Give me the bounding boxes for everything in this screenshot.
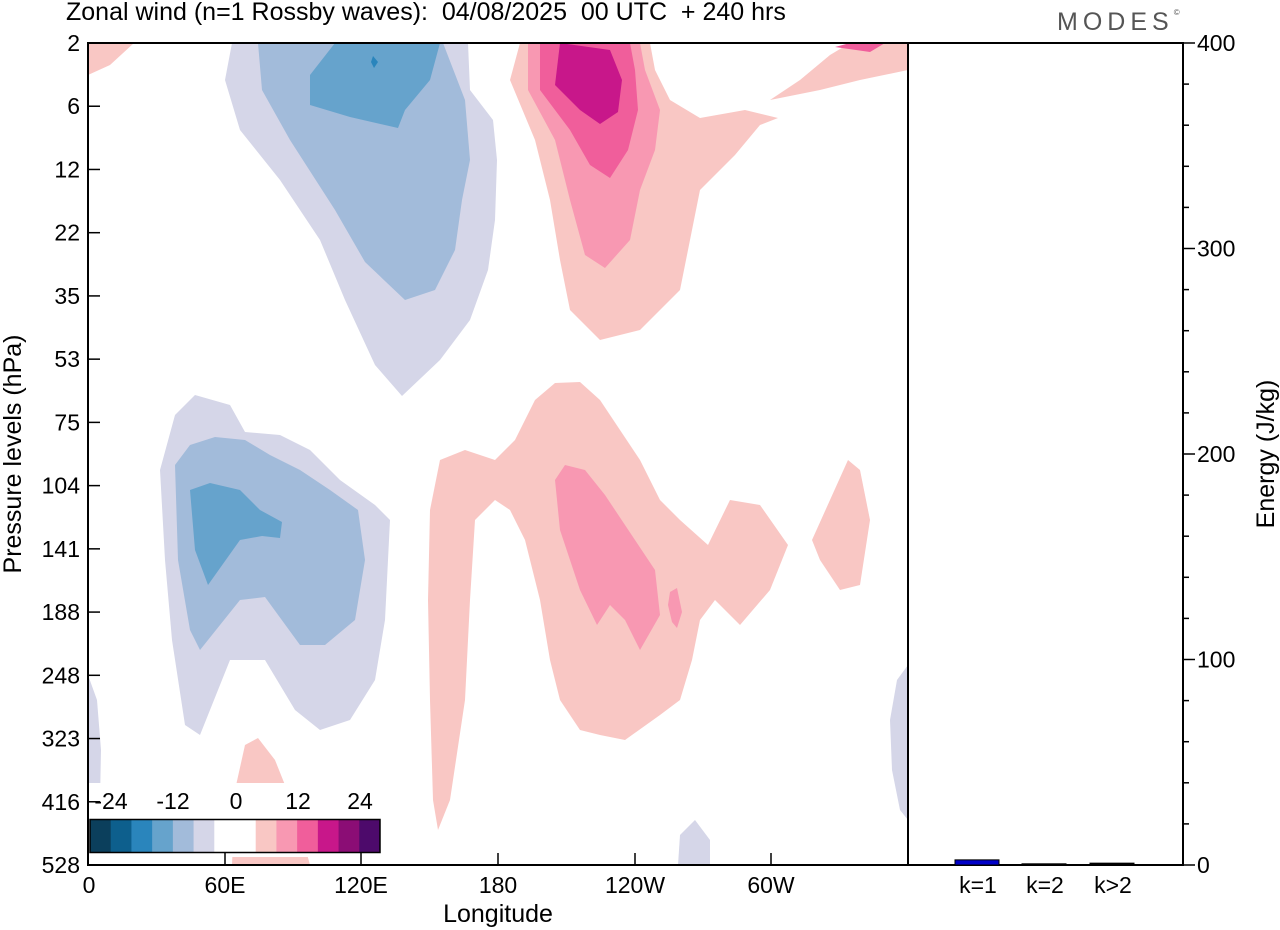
x-tick-5: 60W — [747, 853, 795, 898]
colorbar-swatch-10 — [297, 820, 319, 852]
energy-category-label-0: k=1 — [959, 872, 997, 898]
colorbar-label-4: 12 — [285, 788, 311, 814]
x-tick-label-3: 180 — [479, 872, 517, 898]
contour-upper-pos-5 — [835, 43, 885, 52]
energy-bar-k=1 — [954, 859, 1000, 866]
x-tick-label-2: 120E — [334, 872, 388, 898]
contour-upper-pos-1b — [770, 43, 908, 100]
energy-bar-k>2 — [1089, 862, 1135, 866]
y-tick-label-53: 53 — [54, 346, 80, 372]
colorbar-label-2: -12 — [156, 788, 189, 814]
colorbar-swatch-11 — [317, 820, 340, 852]
y-tick-label-528: 528 — [42, 852, 80, 878]
colorbar-swatch-4 — [172, 820, 195, 852]
energy-bars — [954, 859, 1135, 866]
y-tick-label-323: 323 — [42, 726, 80, 752]
contour-lower-pos-2 — [555, 465, 660, 650]
brand-text: MODES — [1057, 8, 1174, 36]
x-tick-1: 60E — [205, 853, 246, 898]
x-tick-label-4: 120W — [605, 872, 665, 898]
x-axis: 0 60E 120E 180 120W 60W Longitude — [83, 853, 795, 928]
energy-tick-label-100: 100 — [1197, 647, 1235, 673]
contour-topleft-pos — [88, 43, 134, 75]
colorbar-swatch-3 — [152, 820, 174, 852]
energy-panel: 0 100 200 300 400 k=1 k=2 k>2 Energy (J/kg) — [954, 30, 1280, 898]
energy-tick-label-300: 300 — [1197, 236, 1235, 262]
colorbar-swatches — [90, 820, 381, 852]
colorbar-label-5: 24 — [347, 788, 373, 814]
y-tick-label-416: 416 — [42, 789, 80, 815]
x-tick-label-1: 60E — [205, 872, 246, 898]
contour-upper-pos-4 — [555, 43, 622, 124]
colorbar-swatch-9 — [276, 820, 298, 852]
y-tick-label-22: 22 — [54, 220, 80, 246]
y-tick-label-188: 188 — [42, 599, 80, 625]
y-axis-label: Pressure levels (hPa) — [0, 335, 27, 574]
colorbar-swatch-5 — [193, 820, 215, 852]
contour-bottom-neg — [678, 820, 710, 865]
x-tick-0: 0 — [83, 853, 96, 898]
y-tick-label-12: 12 — [54, 156, 80, 182]
y-tick-label-75: 75 — [54, 409, 80, 435]
contour-upper-neg-3 — [310, 43, 440, 128]
contour-field — [88, 43, 908, 865]
colorbar-swatch-2 — [131, 820, 153, 852]
contour-right-neg — [890, 665, 908, 820]
colorbar-swatch-7 — [235, 820, 257, 852]
colorbar: -24 -12 0 12 24 — [86, 783, 382, 857]
contour-upper-neg-4 — [371, 56, 378, 68]
colorbar-frame — [89, 818, 381, 854]
energy-tick-label-0: 0 — [1197, 852, 1210, 878]
colorbar-swatch-8 — [255, 820, 277, 852]
colorbar-label-3: 0 — [230, 788, 243, 814]
y-tick-label-35: 35 — [54, 283, 80, 309]
energy-category-label-2: k>2 — [1094, 872, 1132, 898]
brand-mark: © — [1173, 8, 1180, 17]
contour-lower-pos-2b — [668, 588, 682, 628]
x-tick-label-5: 60W — [747, 872, 795, 898]
colorbar-swatch-13 — [359, 820, 381, 852]
colorbar-swatch-1 — [110, 820, 132, 852]
colorbar-swatch-6 — [214, 820, 236, 852]
chart-title: Zonal wind (n=1 Rossby waves): 04/08/202… — [66, 0, 786, 26]
energy-axis-label: Energy (J/kg) — [1252, 380, 1280, 529]
y-tick-label-141: 141 — [42, 536, 80, 562]
colorbar-label-1: -24 — [94, 788, 127, 814]
energy-axis: 0 100 200 300 400 — [1183, 30, 1235, 878]
contour-upper-neg-2 — [258, 43, 470, 300]
energy-bar-k=2 — [1021, 863, 1067, 866]
y-axis: 2 6 12 22 35 53 75 104 141 188 248 323 416 528 — [42, 30, 100, 878]
x-tick-2: 120E — [334, 853, 388, 898]
y-tick-label-104: 104 — [42, 473, 81, 499]
colorbar-swatch-0 — [90, 820, 112, 852]
x-tick-label-0: 0 — [83, 872, 96, 898]
x-tick-4: 120W — [605, 853, 665, 898]
x-axis-label: Longitude — [443, 900, 553, 928]
colorbar-swatch-12 — [338, 820, 360, 852]
brand-logo: MODES© — [1057, 8, 1180, 37]
energy-tick-label-200: 200 — [1197, 441, 1235, 467]
contour-lower-neg-3 — [190, 483, 282, 585]
energy-category-label-1: k=2 — [1026, 872, 1064, 898]
y-tick-label-6: 6 — [67, 93, 80, 119]
y-tick-label-248: 248 — [42, 662, 80, 688]
energy-tick-label-400: 400 — [1197, 30, 1235, 56]
y-tick-label-2: 2 — [67, 30, 80, 56]
x-tick-3: 180 — [479, 853, 517, 898]
contour-lower-pos-1b — [812, 460, 870, 590]
